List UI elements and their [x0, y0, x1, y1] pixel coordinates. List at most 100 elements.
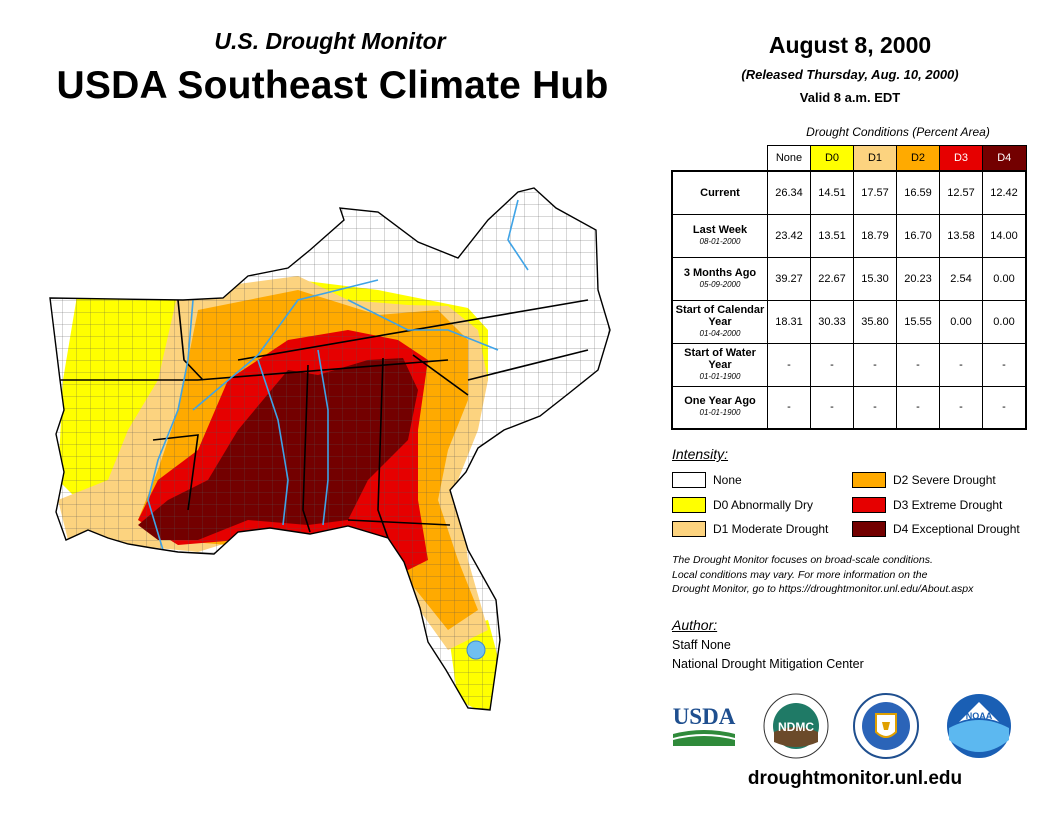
table-row: 3 Months Ago 05-09-2000 39.27 22.67 15.30…: [671, 256, 1027, 301]
table-cell: -: [896, 385, 940, 430]
county-lines: [50, 188, 610, 710]
table-cell: 13.58: [939, 213, 983, 258]
col-d4: D4: [982, 145, 1027, 172]
table-row: Start of Calendar Year 01-04-2000 18.31 3…: [671, 299, 1027, 344]
legend-item-d2: D2 Severe Drought: [852, 472, 996, 488]
legend-item-d0: D0 Abnormally Dry: [672, 497, 813, 513]
legend-swatch: [852, 521, 886, 537]
disclaimer-note: The Drought Monitor focuses on broad-sca…: [672, 553, 1047, 597]
legend-label: D3 Extreme Drought: [893, 498, 1003, 512]
col-d1: D1: [853, 145, 897, 172]
row-label: 3 Months Ago: [683, 266, 757, 279]
table-cell: 22.67: [810, 256, 854, 301]
table-corner: [672, 146, 768, 172]
legend-item-d3: D3 Extreme Drought: [852, 497, 1002, 513]
note-line: Local conditions may vary. For more info…: [672, 568, 928, 581]
col-d3: D3: [939, 145, 983, 172]
table-cell: -: [853, 342, 897, 387]
table-cell: 20.23: [896, 256, 940, 301]
legend-swatch: [672, 521, 706, 537]
commerce-seal-logo: [852, 692, 920, 760]
table-cell: 23.42: [767, 213, 811, 258]
map-date: August 8, 2000: [768, 32, 932, 58]
legend-label: D1 Moderate Drought: [713, 522, 829, 536]
land-outline: [49, 187, 611, 711]
row-date: 01-04-2000: [699, 328, 741, 338]
legend-swatch: [672, 472, 706, 488]
table-cell: -: [810, 385, 854, 430]
row-label: Start of Water Year: [684, 346, 756, 371]
table-row: Last Week 08-01-2000 23.42 13.51 18.79 16…: [671, 213, 1027, 258]
ndmc-logo-text: NDMC: [778, 720, 814, 734]
row-label: Start of Calendar Year: [675, 303, 765, 328]
state-borders: [58, 299, 589, 539]
table-cell: -: [853, 385, 897, 430]
table-cell: 26.34: [767, 170, 811, 215]
table-cell: 12.57: [939, 170, 983, 215]
table-cell: -: [767, 385, 811, 430]
table-cell: 15.55: [896, 299, 940, 344]
legend-label: D4 Exceptional Drought: [893, 522, 1020, 536]
table-cell: 16.70: [896, 213, 940, 258]
table-cell: 0.00: [982, 256, 1027, 301]
page-title: USDA Southeast Climate Hub: [56, 64, 609, 107]
table-caption: Drought Conditions (Percent Area): [806, 125, 990, 139]
usda-logo: USDA: [671, 700, 737, 750]
table-cell: 12.42: [982, 170, 1027, 215]
legend-label: D0 Abnormally Dry: [713, 498, 814, 512]
seal-icon: [853, 693, 919, 759]
row-label: Last Week: [692, 223, 748, 236]
legend-label: None: [713, 473, 742, 487]
table-cell: -: [939, 385, 983, 430]
table-cell: -: [810, 342, 854, 387]
legend-item-none: None: [672, 472, 742, 488]
table-cell: 17.57: [853, 170, 897, 215]
site-url[interactable]: droughtmonitor.unl.edu: [747, 768, 963, 789]
noaa-logo-icon: NOAA: [947, 694, 1011, 758]
col-none: None: [767, 145, 811, 172]
ndmc-logo-icon: NDMC: [763, 693, 829, 759]
table-cell: 15.30: [853, 256, 897, 301]
table-cell: 13.51: [810, 213, 854, 258]
row-date: 01-01-1900: [699, 408, 741, 418]
author-title: Author:: [672, 617, 718, 633]
note-line: Drought Monitor, go to https://droughtmo…: [672, 583, 974, 595]
lake-okeechobee: [466, 640, 486, 660]
author-name: Staff None: [672, 638, 731, 652]
row-date: 05-09-2000: [699, 279, 741, 289]
legend-swatch: [852, 497, 886, 513]
legend-item-d4: D4 Exceptional Drought: [852, 521, 1020, 537]
table-cell: -: [896, 342, 940, 387]
subtitle: U.S. Drought Monitor: [214, 28, 446, 54]
table-cell: -: [939, 342, 983, 387]
table-cell: 2.54: [939, 256, 983, 301]
table-row: Start of Water Year 01-01-1900 - - - - - …: [671, 342, 1027, 387]
table-cell: 0.00: [982, 299, 1027, 344]
table-row: Current 26.34 14.51 17.57 16.59 12.57 12…: [671, 170, 1027, 215]
legend-item-d1: D1 Moderate Drought: [672, 521, 828, 537]
legend-label: D2 Severe Drought: [893, 473, 996, 487]
usda-logo-icon: USDA: [673, 704, 736, 746]
drought-conditions-table: None D0 D1 D2 D3 D4 Current 26.34 14.51 …: [671, 145, 1027, 430]
usda-logo-text: USDA: [673, 704, 736, 729]
table-cell: -: [982, 342, 1027, 387]
row-date: 08-01-2000: [699, 236, 741, 246]
legend-swatch: [852, 472, 886, 488]
table-row: One Year Ago 01-01-1900 - - - - - -: [671, 385, 1027, 430]
rivers: [147, 199, 529, 551]
table-cell: 14.51: [810, 170, 854, 215]
noaa-logo-text: NOAA: [966, 711, 993, 721]
table-cell: 30.33: [810, 299, 854, 344]
noaa-logo: NOAA: [945, 692, 1013, 760]
table-cell: 18.79: [853, 213, 897, 258]
legend-title: Intensity:: [672, 446, 729, 462]
valid-time: Valid 8 a.m. EDT: [799, 90, 901, 105]
table-cell: 35.80: [853, 299, 897, 344]
table-cell: 16.59: [896, 170, 940, 215]
col-d2: D2: [896, 145, 940, 172]
table-cell: 14.00: [982, 213, 1027, 258]
row-date: 01-01-1900: [699, 371, 741, 381]
col-d0: D0: [810, 145, 854, 172]
release-date: (Released Thursday, Aug. 10, 2000): [741, 67, 959, 82]
table-cell: -: [767, 342, 811, 387]
